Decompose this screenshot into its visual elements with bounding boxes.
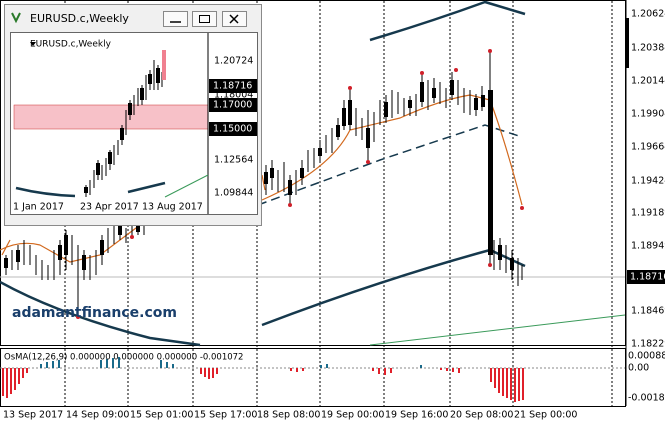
inset-candle-bodies [84, 68, 160, 193]
time-label: 19 Sep 16:00 [385, 410, 448, 421]
lower-band [0, 248, 526, 347]
price-scroll-mark [626, 18, 629, 68]
price-label: 1.19904 [631, 109, 665, 120]
moving-average [261, 94, 523, 206]
inset-band [15, 181, 166, 198]
moving-average-left [0, 174, 266, 263]
time-label: 20 Sep 08:00 [450, 410, 513, 421]
inset-price-label: 1.12564 [214, 155, 253, 166]
time-label: 15 Sep 17:00 [194, 410, 257, 421]
inset-icon [11, 12, 21, 24]
inset-zone [13, 104, 209, 130]
price-label: 1.18949 [631, 241, 665, 252]
indicator-frame [0, 348, 626, 407]
time-label: 13 Sep 2017 [3, 410, 63, 421]
time-label: 18 Sep 08:00 [257, 410, 320, 421]
inset-trend-line [164, 174, 209, 198]
inset-window: EURUSD.c,Weekly EURUSD.c,Weekly 1.20724 … [4, 4, 262, 226]
current-price-box [627, 270, 665, 284]
upper-band [369, 0, 526, 42]
current-price: 1.18716 [630, 272, 665, 283]
price-label: 1.19189 [631, 208, 665, 219]
inset-label-arrow [30, 42, 36, 46]
time-label: 21 Sep 00:00 [514, 410, 577, 421]
time-labels: 13 Sep 2017 14 Sep 09:00 15 Sep 01:00 15… [3, 410, 577, 421]
inset-level-box [209, 98, 257, 112]
inset-boxed-label: 1.18716 [213, 81, 252, 92]
minimize-button[interactable] [163, 11, 188, 27]
inset-boxed-label: 1.17000 [213, 100, 252, 111]
maximize-icon [199, 15, 210, 23]
indicator-label: OsMA(12,26,9) 0.000000 0.000000 0.000000… [4, 353, 243, 363]
time-label: 19 Sep 00:00 [321, 410, 384, 421]
inset-title[interactable]: EURUSD.c,Weekly [30, 12, 129, 25]
period-separators [64, 1, 613, 406]
price-labels: 1.20624 1.20384 1.20144 1.19904 1.19664 … [631, 9, 665, 350]
inset-chart-label: EURUSD.c,Weekly [30, 40, 112, 50]
inset-level-box [209, 122, 257, 136]
time-label: 15 Sep 01:00 [130, 410, 193, 421]
maximize-button[interactable] [192, 11, 217, 27]
inset-price-label: 1.18004 [214, 90, 253, 101]
indicator-tick: 0.00 [628, 363, 649, 374]
inset-price-label: 1.09844 [214, 188, 253, 199]
close-icon [229, 14, 239, 24]
price-label: 1.20624 [631, 9, 665, 20]
inset-price-label: 1.20724 [214, 56, 253, 67]
fractal-markers [76, 49, 524, 319]
middle-band [257, 124, 523, 206]
indicator-tick: -0.00187 [628, 393, 665, 404]
inset-price-box [209, 79, 257, 93]
inset-date-label: 1 Jan 2017 [13, 202, 64, 213]
time-label: 14 Sep 09:00 [66, 410, 129, 421]
trend-line [369, 314, 626, 346]
price-label: 1.18469 [631, 306, 665, 317]
watermark: adamantfinance.com [12, 305, 177, 321]
osma-negative [2, 368, 524, 402]
price-label: 1.19424 [631, 176, 665, 187]
price-label: 1.20384 [631, 43, 665, 54]
inset-date-label: 13 Aug 2017 [142, 202, 203, 213]
osma-positive [40, 357, 422, 368]
indicator-tick: 0.00088 [628, 351, 665, 362]
price-label: 1.18229 [631, 339, 665, 350]
inset-boxed-label: 1.15000 [213, 124, 252, 135]
price-label: 1.19664 [631, 142, 665, 153]
inset-date-label: 23 Apr 2017 [80, 202, 139, 213]
price-label: 1.20144 [631, 76, 665, 87]
inset-current-candle [162, 50, 166, 80]
